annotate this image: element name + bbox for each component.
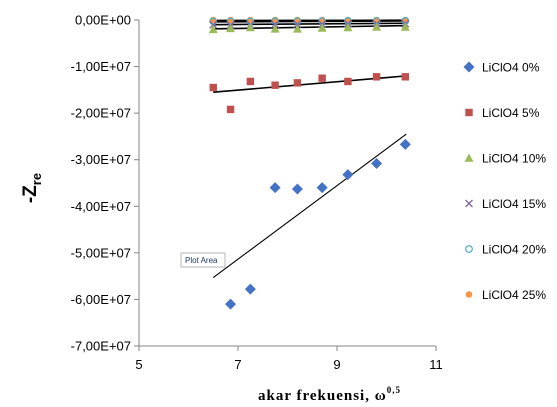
data-point-series-1: [209, 83, 217, 92]
data-point-series-1: [271, 81, 279, 89]
trendlines: [212, 19, 407, 278]
data-point-series-2: [226, 23, 236, 33]
y-tick-label: -5,00E+07: [71, 245, 131, 260]
legend-label-0: LiClO4 0%: [482, 61, 540, 75]
tooltip-box: [180, 252, 226, 268]
legend-label-3: LiClO4 15%: [482, 197, 546, 211]
y-axis-label-main: -Z: [20, 185, 41, 203]
data-point-series-2: [317, 23, 327, 32]
y-axis-label-subscript: re: [29, 173, 44, 185]
data-point-series-1: [246, 77, 255, 86]
legend-label-4: LiClO4 20%: [482, 243, 546, 257]
legend-marker-5: [465, 291, 473, 298]
y-tick-label: -1,00E+07: [71, 59, 131, 74]
data-point-series-1: [344, 77, 352, 86]
data-point-series-1: [293, 79, 302, 87]
y-tick-label: 0,00E+00: [75, 13, 131, 28]
data-markers: [208, 16, 411, 310]
legend-marker-0: [463, 61, 475, 73]
data-point-series-1: [372, 73, 381, 81]
data-point-series-0: [371, 157, 383, 169]
y-tick-label: -4,00E+07: [71, 199, 131, 214]
y-tick-label: -7,00E+07: [71, 339, 131, 354]
y-tick-label: -6,00E+07: [71, 292, 131, 307]
data-point-series-0: [342, 169, 354, 181]
data-point-series-3: [293, 20, 302, 29]
legend-marker-2: [464, 153, 474, 162]
data-point-series-2: [400, 22, 410, 31]
legend-label-1: LiClO4 5%: [482, 106, 540, 120]
legend: LiClO4 0% LiClO4 5% LiClO4 10% LiClO4 15% Li…: [463, 61, 546, 302]
x-axis-label: akar frekuensi, ω0,5: [258, 385, 401, 404]
tooltip-text: Plot Area: [185, 256, 218, 265]
x-tick-label: 11: [429, 357, 443, 372]
legend-label-5: LiClO4 25%: [482, 288, 546, 302]
data-point-series-0: [225, 298, 237, 310]
legend-marker-1: [465, 108, 473, 117]
axes: [138, 20, 436, 347]
data-point-series-0: [244, 283, 256, 295]
y-axis-ticks: 0,00E+00 -1,00E+07 -2,00E+07 -3,00E+07 -4,00…: [71, 13, 139, 354]
legend-label-2: LiClO4 10%: [482, 152, 546, 166]
legend-marker-4: [465, 245, 473, 253]
data-point-series-2: [372, 22, 382, 31]
data-point-series-2: [292, 24, 302, 33]
x-tick-label: 5: [135, 357, 142, 372]
data-point-series-3: [271, 20, 280, 29]
legend-marker-3: [465, 199, 473, 208]
trendline-series-0: [212, 133, 407, 278]
data-point-series-2: [270, 24, 280, 33]
x-tick-label: 9: [333, 357, 340, 372]
x-axis-label-superscript: 0,5: [387, 385, 401, 395]
x-axis-label-main: akar frekuensi, ω: [258, 388, 387, 404]
data-point-series-0: [291, 183, 303, 195]
data-point-series-1: [318, 74, 326, 82]
data-point-series-3: [209, 20, 218, 29]
data-point-series-2: [208, 24, 218, 34]
data-point-series-1: [226, 105, 235, 114]
data-point-series-0: [316, 182, 328, 194]
plot-area-tooltip: Plot Area: [180, 252, 226, 268]
y-axis-label: -Zre: [20, 173, 44, 203]
y-tick-label: -3,00E+07: [71, 152, 131, 167]
x-tick-label: 7: [234, 357, 241, 372]
y-tick-label: -2,00E+07: [71, 106, 131, 121]
data-point-series-2: [343, 22, 353, 32]
x-axis-ticks: 5 7 9 11: [135, 346, 443, 372]
data-point-series-1: [401, 73, 410, 81]
data-point-series-0: [269, 182, 281, 194]
data-point-series-2: [245, 22, 255, 32]
data-point-series-0: [399, 138, 411, 150]
